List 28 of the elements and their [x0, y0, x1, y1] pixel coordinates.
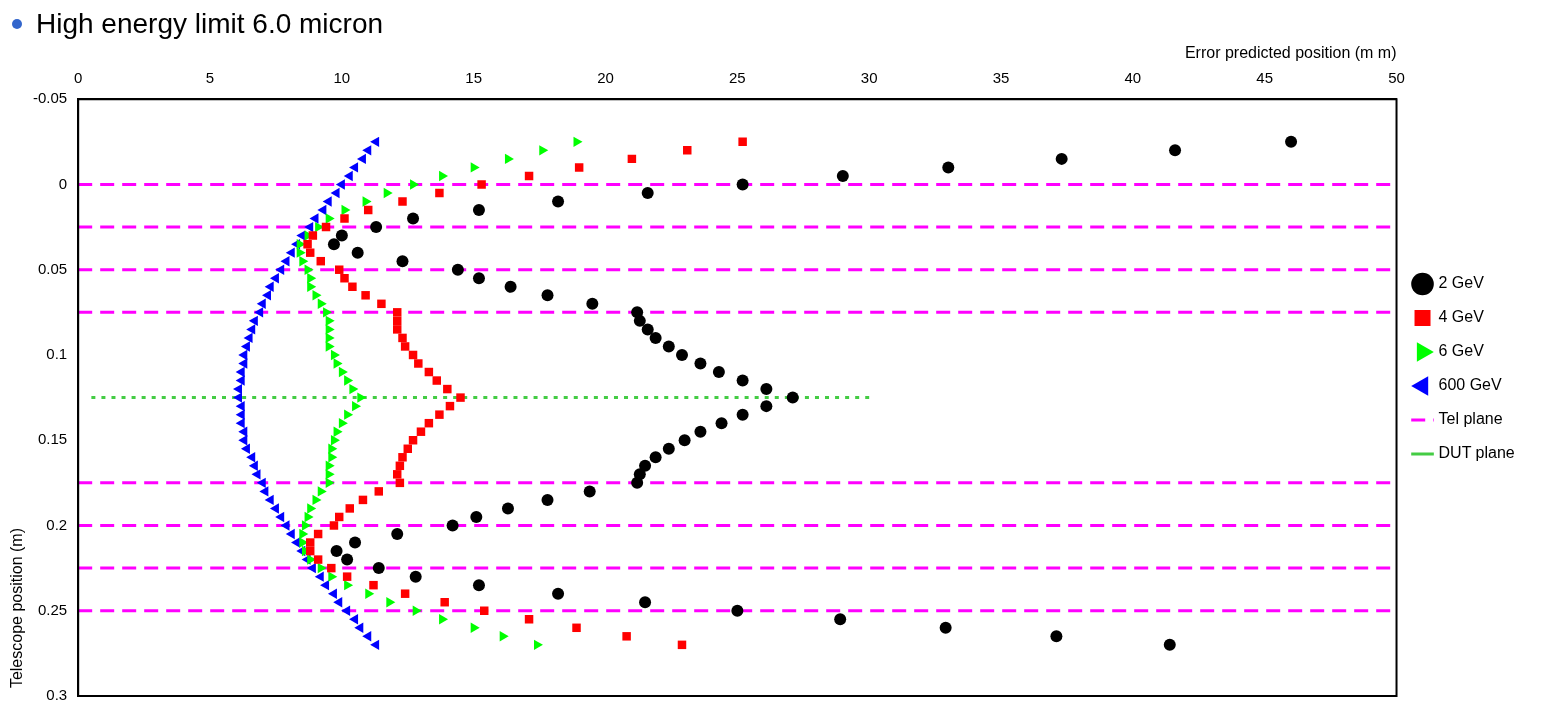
y-tick-label: 0.15: [37, 430, 68, 448]
y-tick-label: -0.05: [32, 89, 68, 107]
y-tick-label: 0.05: [37, 259, 68, 277]
x-tick-label: 5: [205, 69, 215, 87]
x-tick-label: 50: [1388, 69, 1405, 87]
y-tick-label: 0: [58, 174, 68, 192]
x-tick-label: 20: [597, 69, 614, 87]
legend-label: 4 GeV: [1438, 308, 1485, 326]
x-tick-label: 35: [992, 69, 1010, 87]
legend-label: 600 GeV: [1438, 376, 1503, 394]
y-axis-title: Telescope position (m): [8, 527, 26, 688]
x-tick-label: 10: [333, 69, 351, 87]
legend-label: DUT plane: [1438, 444, 1515, 462]
legend-label: 6 GeV: [1438, 342, 1485, 360]
y-tick-label: 0.3: [46, 686, 68, 704]
legend-label: 2 GeV: [1438, 274, 1485, 292]
x-tick-label: 45: [1256, 69, 1274, 87]
chart-title: High energy limit 6.0 micron: [36, 8, 384, 40]
legend-label: Tel plane: [1438, 410, 1503, 428]
y-tick-label: 0.25: [37, 600, 68, 618]
x-tick-label: 25: [729, 69, 746, 87]
y-tick-label: 0.1: [46, 345, 68, 363]
x-tick-label: 30: [860, 69, 878, 87]
y-tick-label: 0.2: [46, 515, 68, 533]
x-tick-label: 15: [465, 69, 483, 87]
x-tick-label: 40: [1124, 69, 1142, 87]
x-tick-label: 0: [74, 69, 83, 87]
x-axis-title: Error predicted position (m m): [1184, 44, 1397, 62]
